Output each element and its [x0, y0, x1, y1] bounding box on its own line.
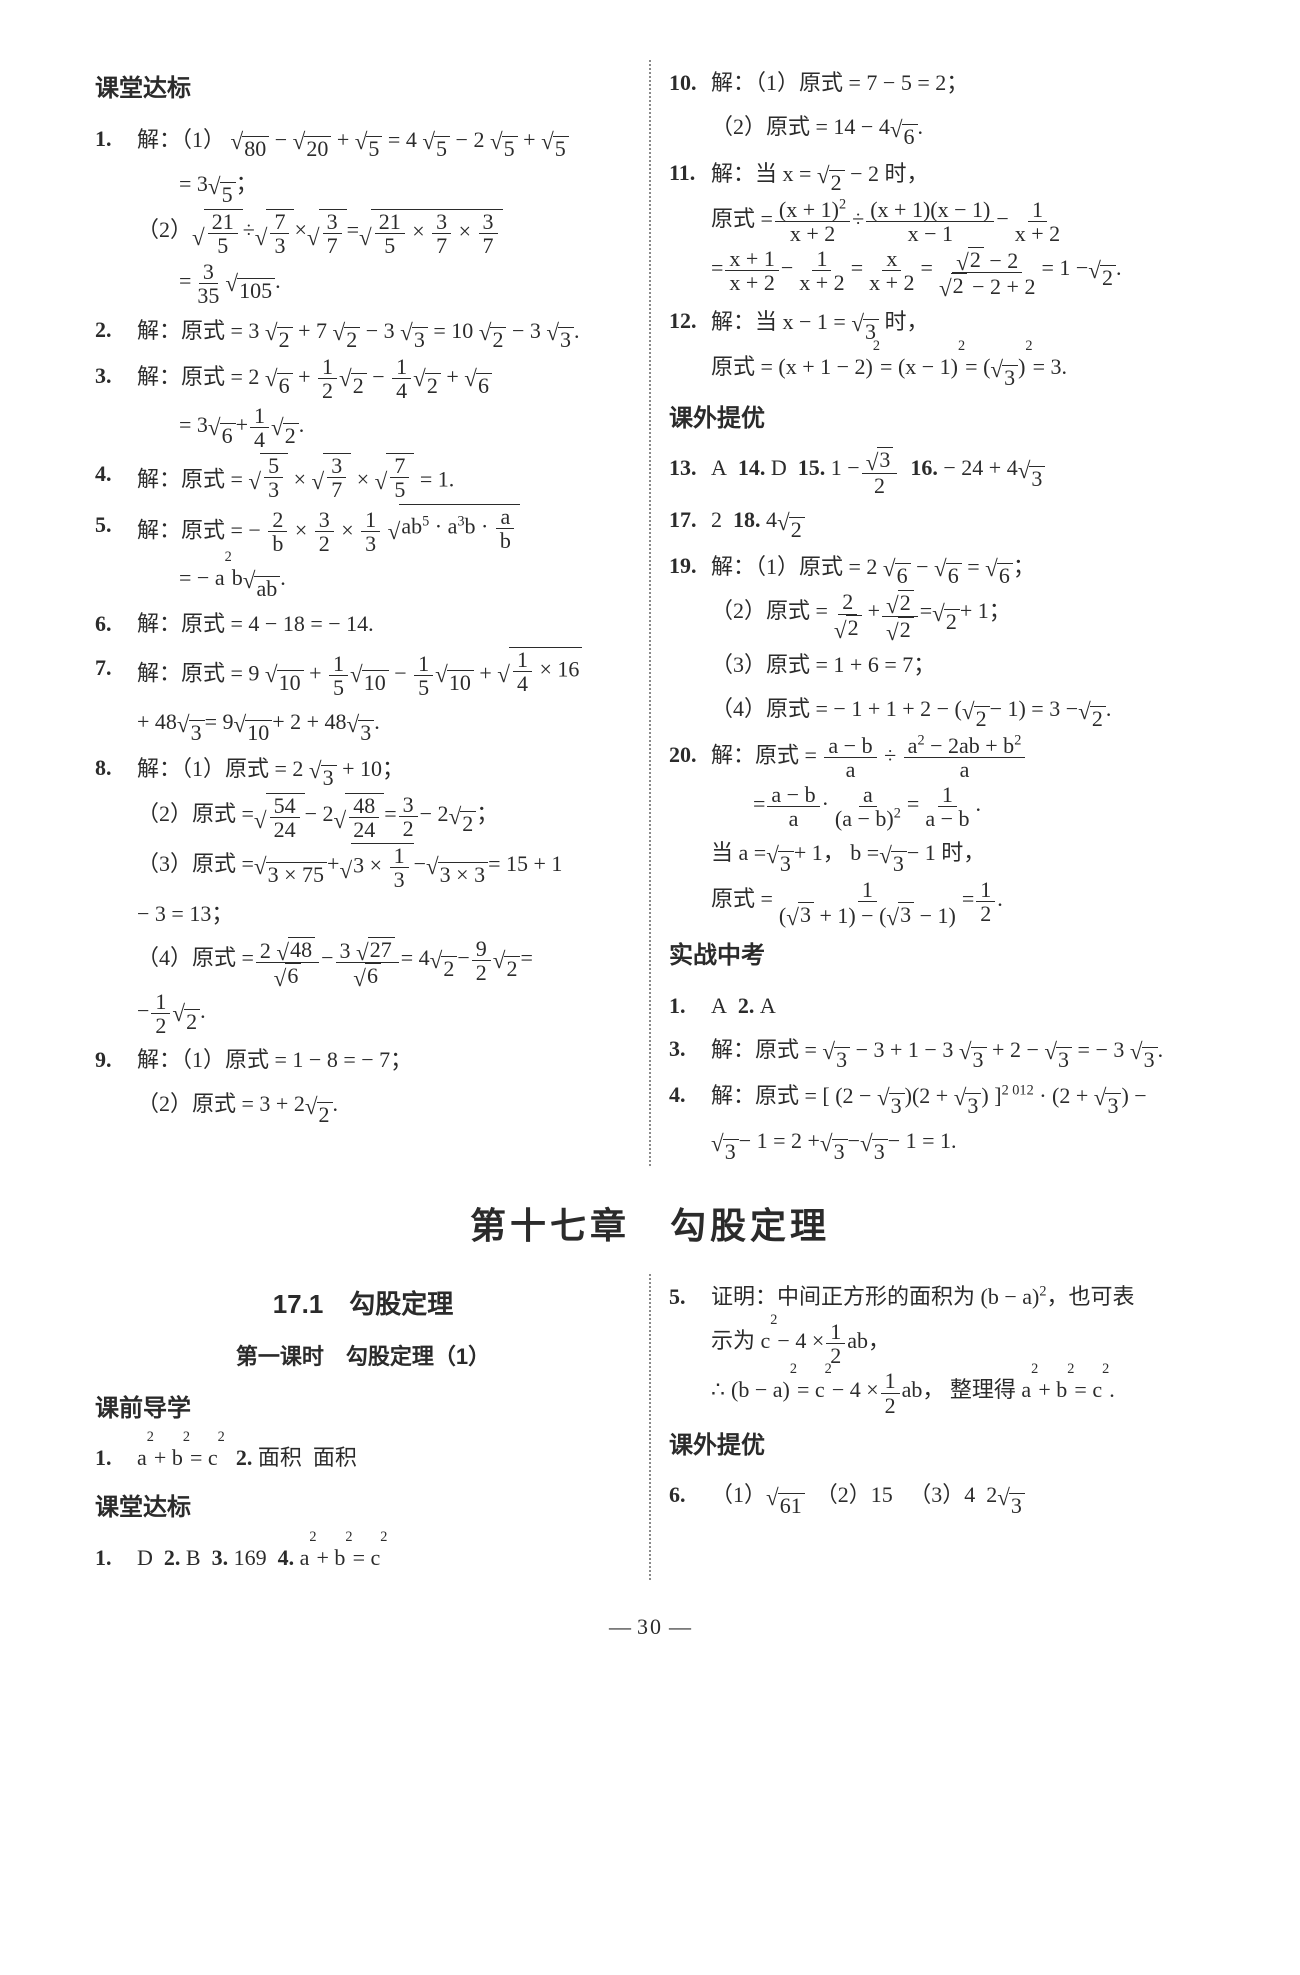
section-head-ketang: 课堂达标	[95, 66, 631, 112]
text: 解：（1） √80 − √20 + √5 = 4 √5 − 2 √5 + √5	[137, 118, 569, 162]
chapter-title: 第十七章 勾股定理	[95, 1192, 1205, 1260]
q8-4a: （4）原式 = 2 √48√6 − 3 √27√6 = 4 √2 − 92√2 …	[95, 937, 631, 988]
section-head-ketang2: 课堂达标	[95, 1485, 631, 1531]
lower-left: 17.1 勾股定理 第一课时 勾股定理（1） 课前导学 1.a2 + b2 = …	[95, 1274, 631, 1580]
section-head-shizhan: 实战中考	[669, 933, 1205, 979]
sz3: 3. 解：原式 = √3 − 3 + 1 − 3 √3 + 2 − √3 = −…	[669, 1028, 1205, 1072]
q8-4b: − 12√2.	[95, 990, 631, 1037]
q12a: 12. 解：当 x − 1 = √3 时，	[669, 300, 1205, 344]
q20b: = a − ba · a(a − b)2 = 1a − b.	[669, 783, 1205, 830]
lesson-title: 第一课时 勾股定理（1）	[95, 1336, 631, 1378]
q20d: 原式 = 1(√3 + 1) − (√3 − 1) = 12.	[669, 878, 1205, 927]
q8-3b: − 3 = 13；	[95, 893, 631, 935]
q11a: 11. 解：当 x = √2 − 2 时，	[669, 152, 1205, 196]
q4: 4. 解：原式 = √53 × √37 × √75 = 1.	[95, 453, 631, 501]
right-column: 10.解：（1）原式 = 7 − 5 = 2； （2）原式 = 14 − 4 √…	[669, 60, 1205, 1166]
sz4b: √3 − 1 = 2 + √3 − √3 − 1 = 1.	[669, 1120, 1205, 1164]
q19-2: （2）原式 = 2√2 + √2√2 = √2 + 1；	[669, 590, 1205, 641]
ch-q5b: 示为 c2 − 4 × 12 ab，	[669, 1320, 1205, 1367]
q1-line1: 1. 解：（1） √80 − √20 + √5 = 4 √5 − 2 √5 + …	[95, 118, 631, 162]
q1-2a: （2） √215 ÷ √73 × √37 = √215 × 37 × 37	[95, 209, 631, 257]
q10-1: 10.解：（1）原式 = 7 − 5 = 2；	[669, 62, 1205, 104]
section-head-keqian: 课前导学	[95, 1386, 631, 1432]
q7a: 7. 解：原式 = 9 √10 + 15√10 − 15√10 + √14 × …	[95, 647, 631, 699]
q17-18: 17.2 18. 4 √2	[669, 499, 1205, 543]
q19-4: （4）原式 = − 1 + 1 + 2 − (√2 − 1) = 3 − √2.	[669, 688, 1205, 732]
column-divider	[649, 60, 651, 1166]
q1-line2: = 3 √5；	[95, 163, 631, 207]
q1-2b: = 335 √105.	[95, 260, 631, 307]
q5b: = − a2b √ab.	[95, 557, 631, 601]
q6: 6.解：原式 = 4 − 18 = − 14.	[95, 603, 631, 645]
page-number: —30—	[95, 1606, 1205, 1648]
ch-q6: 6. （1）√61 （2）15 （3）4 2 √3	[669, 1474, 1205, 1518]
q8-2: （2）原式 = √5424 − 2 √4824 = 32 − 2 √2；	[95, 793, 631, 841]
q19-3: （3）原式 = 1 + 6 = 7；	[669, 644, 1205, 686]
q3b: = 3 √6 + 14√2.	[95, 404, 631, 451]
q3a: 3. 解：原式 = 2 √6 + 12√2 − 14√2 + √6	[95, 355, 631, 403]
kt-row: 1.D 2. B 3. 169 4. a2 + b2 = c2	[95, 1537, 631, 1579]
q10-2: （2）原式 = 14 − 4 √6.	[669, 106, 1205, 150]
qnum: 1.	[95, 118, 137, 160]
lower-divider	[649, 1274, 651, 1580]
section-head-kewai: 课外提优	[669, 396, 1205, 442]
page: 课堂达标 1. 解：（1） √80 − √20 + √5 = 4 √5 − 2 …	[0, 0, 1300, 1688]
ch-q5c: (b − a)2 = c2 − 4 × 12 ab， 整理得 a2 + b2 =…	[669, 1369, 1205, 1416]
q20c: 当 a = √3 + 1， b = √3 − 1 时，	[669, 832, 1205, 876]
q13-16: 13.A 14. D 15. 1 − √32 16. − 24 + 4 √3	[669, 447, 1205, 496]
sz1-2: 1.A 2. A	[669, 985, 1205, 1027]
q7b: + 48 √3 = 9 √10 + 2 + 48 √3.	[95, 701, 631, 745]
q9-1: 9.解：（1）原式 = 1 − 8 = − 7；	[95, 1039, 631, 1081]
section-17-1: 17.1 勾股定理	[95, 1280, 631, 1329]
q5a: 5. 解：原式 = − 2b × 32 × 13 √ab5 · a3b · ab	[95, 504, 631, 556]
q11c: = x + 1x + 2 − 1x + 2 = xx + 2 = √2 − 2√…	[669, 247, 1205, 298]
sz4a: 4. 解：原式 = [ (2 − √3)(2 + √3) ]2 012 · (2…	[669, 1074, 1205, 1118]
upper-columns: 课堂达标 1. 解：（1） √80 − √20 + √5 = 4 √5 − 2 …	[95, 60, 1205, 1166]
q8-1: 8. 解：（1）原式 = 2 √3 + 10；	[95, 747, 631, 791]
q11b: 原式 = (x + 1)2x + 2 ÷ (x + 1)(x − 1)x − 1…	[669, 198, 1205, 245]
q8-3a: （3）原式 = √3 × 75 + √3 × 13 − √3 × 3 = 15 …	[95, 843, 631, 891]
lower-right: 5. 证明：中间正方形的面积为 (b − a)2，也可表 示为 c2 − 4 ×…	[669, 1274, 1205, 1580]
q9-2: （2）原式 = 3 + 2 √2.	[95, 1083, 631, 1127]
ch-q5a: 5. 证明：中间正方形的面积为 (b − a)2，也可表	[669, 1276, 1205, 1318]
q20a: 20. 解：原式 = a − ba ÷ a2 − 2ab + b2a	[669, 734, 1205, 781]
q2: 2. 解：原式 = 3 √2 + 7 √2 − 3 √3 = 10 √2 − 3…	[95, 309, 631, 353]
lower-columns: 17.1 勾股定理 第一课时 勾股定理（1） 课前导学 1.a2 + b2 = …	[95, 1274, 1205, 1580]
kq-row: 1.a2 + b2 = c2 2. 面积 面积	[95, 1437, 631, 1479]
q19-1: 19. 解：（1）原式 = 2 √6 − √6 = √6；	[669, 545, 1205, 589]
section-head-kewai2: 课外提优	[669, 1423, 1205, 1469]
q12b: 原式 = (x + 1 − 2)2 = (x − 1)2 = ( √3)2 = …	[669, 346, 1205, 390]
left-column: 课堂达标 1. 解：（1） √80 − √20 + √5 = 4 √5 − 2 …	[95, 60, 631, 1166]
